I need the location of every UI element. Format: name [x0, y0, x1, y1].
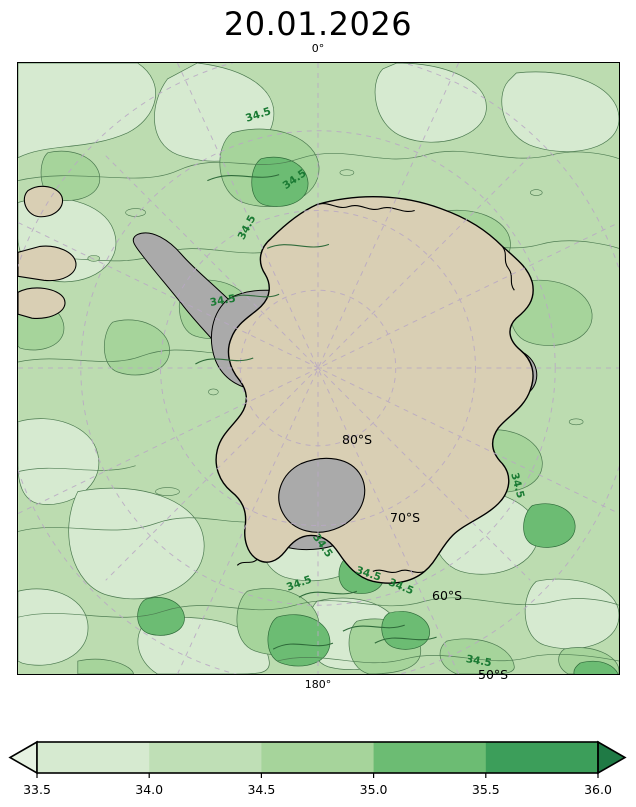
latitude-label-60s: 60°S — [432, 588, 463, 603]
colorbar-tick-label: 35.0 — [360, 782, 388, 797]
colorbar-tick-label: 34.0 — [135, 782, 163, 797]
longitude-label-top: 0° — [311, 42, 325, 55]
longitude-label-bottom: 180° — [304, 678, 332, 691]
latitude-label-80s: 80°S — [342, 432, 373, 447]
colorbar-svg[interactable]: 33.5 34.0 34.5 35.0 35.5 36.0 — [0, 730, 636, 807]
colorbar-band — [485, 742, 599, 773]
colorbar-bands — [8, 740, 627, 775]
colorbar-ticks — [36, 773, 599, 778]
antarctic-map[interactable] — [18, 63, 619, 674]
colorbar-extend-under — [8, 740, 38, 775]
colorbar-tick-labels: 33.5 34.0 34.5 35.0 35.5 36.0 — [23, 782, 612, 797]
colorbar-tick-label: 33.5 — [23, 782, 51, 797]
colorbar-band — [373, 742, 487, 773]
colorbar-band — [149, 742, 262, 773]
latitude-label-70s: 70°S — [390, 510, 421, 525]
colorbar-extend-over — [597, 740, 627, 775]
page-title: 20.01.2026 — [223, 5, 413, 43]
colorbar-tick-label: 35.5 — [472, 782, 500, 797]
colorbar-band — [37, 742, 150, 773]
colorbar-band — [261, 742, 375, 773]
latitude-label-50s: 50°S — [478, 667, 509, 682]
colorbar-outline — [36, 741, 599, 774]
map-plot-area[interactable]: 34.5 34.5 34.5 34.5 34.5 34.5 34.5 34.5 34.5 34.5 — [17, 62, 620, 675]
colorbar-tick-label: 36.0 — [584, 782, 612, 797]
colorbar-tick-label: 34.5 — [247, 782, 275, 797]
colorbar[interactable]: 33.5 34.0 34.5 35.0 35.5 36.0 — [0, 730, 636, 807]
